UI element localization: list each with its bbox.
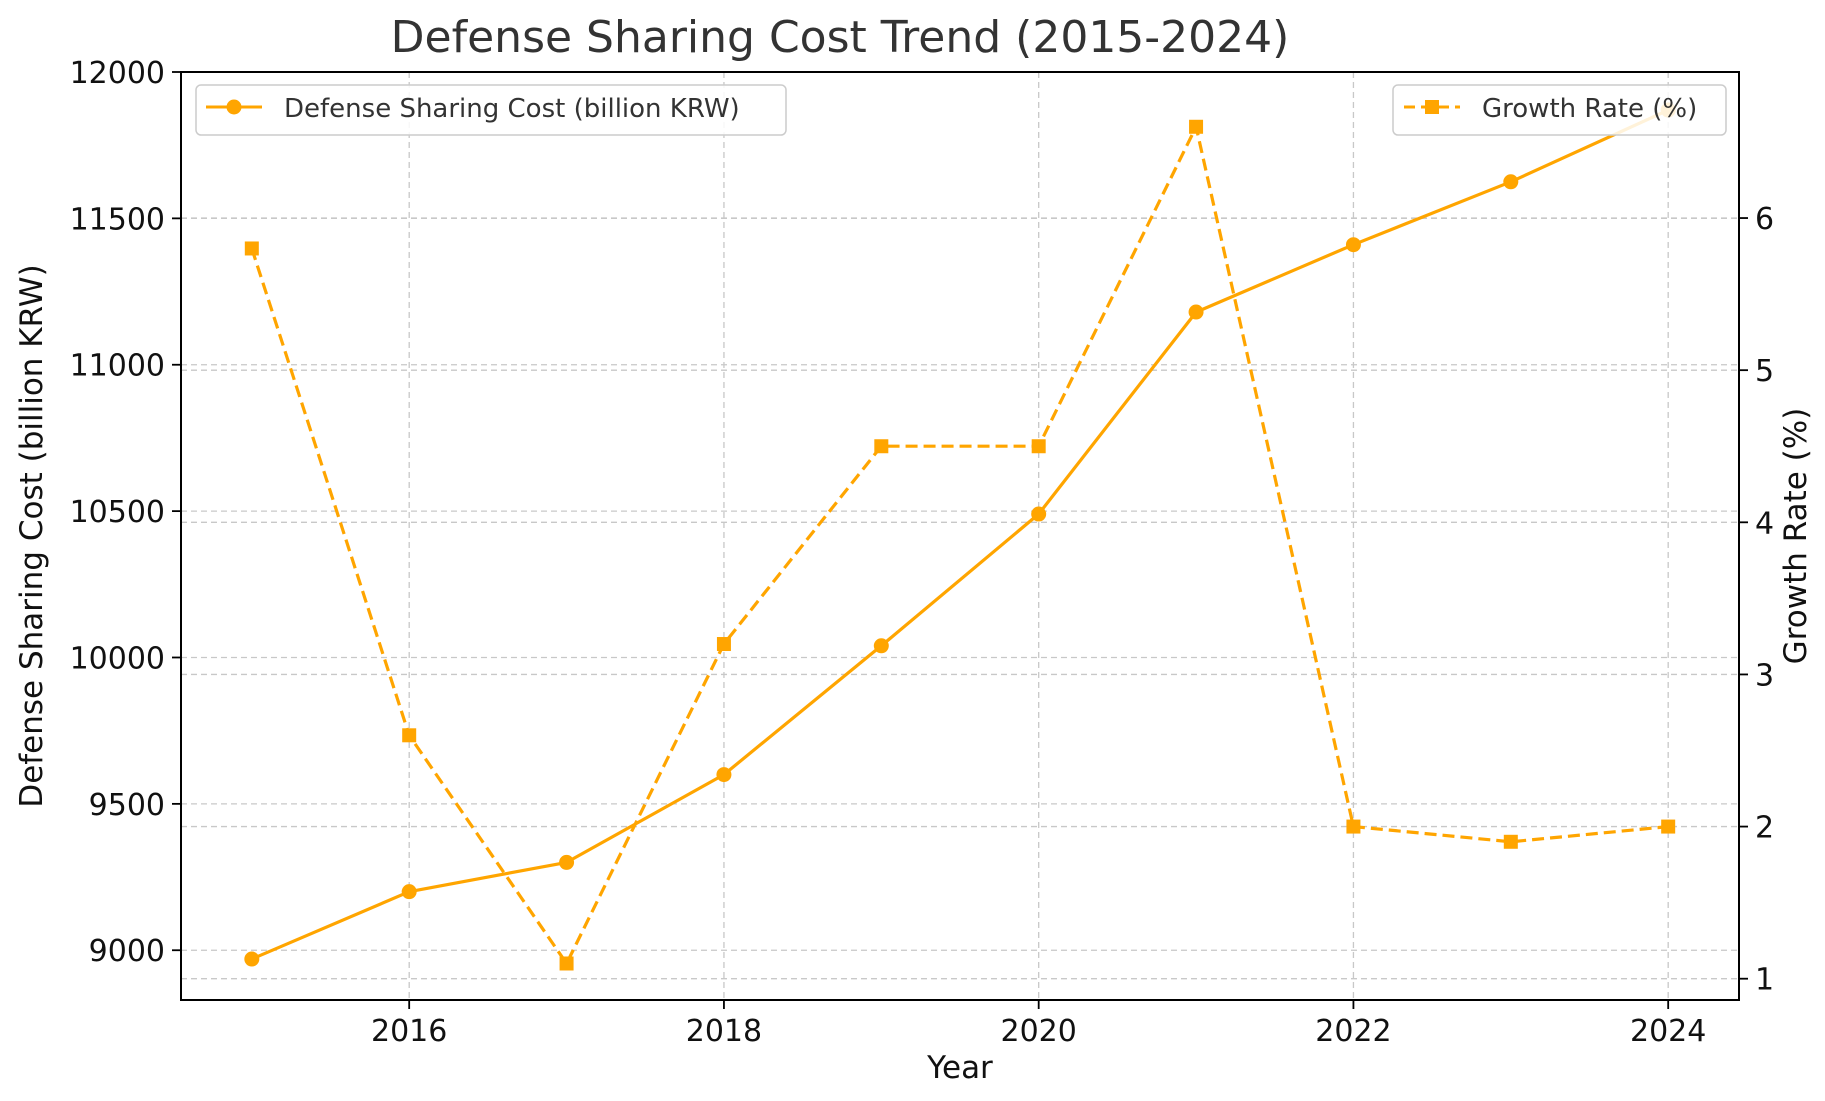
y-tick-label: 11500 [70, 202, 165, 237]
cost-point [873, 638, 889, 654]
growth-rate-point [1189, 119, 1204, 134]
cost-point [716, 767, 732, 783]
x-tick-label: 2020 [1001, 1014, 1077, 1049]
legend-growth-label: Growth Rate (%) [1482, 94, 1697, 124]
cost-point [1031, 506, 1047, 522]
grid-lines [181, 71, 1739, 1000]
growth-rate-point [1661, 819, 1676, 834]
plot-frame [180, 71, 1740, 1001]
x-tick-label: 2022 [1315, 1014, 1391, 1049]
x-tick-label: 2024 [1630, 1014, 1706, 1049]
x-axis-label: Year [926, 1050, 993, 1086]
growth-rate-point [559, 956, 574, 971]
y-tick-label: 10000 [70, 641, 165, 676]
cost-point [1503, 174, 1519, 190]
x-tick-label: 2018 [686, 1014, 762, 1049]
y2-axis-label: Growth Rate (%) [1778, 408, 1814, 665]
cost-point [1188, 304, 1204, 320]
y2-tick-label: 1 [1755, 963, 1774, 998]
chart-title: Defense Sharing Cost Trend (2015-2024) [391, 12, 1290, 63]
y-tick-label: 12000 [70, 56, 165, 91]
cost-point [1345, 237, 1361, 253]
y-tick-label: 9500 [89, 788, 165, 823]
legend-cost-label: Defense Sharing Cost (billion KRW) [284, 94, 740, 124]
y2-tick-label: 6 [1755, 202, 1774, 237]
y-tick-label: 11000 [70, 349, 165, 384]
cost-point [244, 951, 260, 967]
growth-rate-point [244, 241, 259, 256]
y-axis-label: Defense Sharing Cost (billion KRW) [14, 264, 50, 807]
growth-rate-point [716, 637, 731, 652]
cost-point [559, 854, 575, 870]
cost-point [401, 884, 417, 900]
legend-growth: Growth Rate (%) [1392, 84, 1727, 136]
legend-growth-box [1392, 84, 1727, 136]
y-tick-label: 9000 [89, 934, 165, 969]
x-tick-label: 2016 [371, 1014, 447, 1049]
growth-rate-point [402, 728, 417, 743]
y2-tick-label: 5 [1755, 354, 1774, 389]
growth-rate-point [874, 439, 889, 454]
plot-series [244, 102, 1676, 971]
growth-series-line [250, 125, 1669, 966]
cost-series-line [251, 108, 1669, 961]
y2-tick-label: 3 [1755, 658, 1774, 693]
legend-cost-marker [226, 99, 242, 115]
growth-rate-point [1346, 819, 1361, 834]
y-tick-label: 10500 [70, 495, 165, 530]
legend-cost: Defense Sharing Cost (billion KRW) [195, 84, 787, 136]
axes: 2016 2018 2020 2022 202490009500100001050011… [70, 56, 1775, 1049]
growth-rate-point [1031, 439, 1046, 454]
legend-cost-box [195, 84, 787, 136]
y2-tick-label: 2 [1755, 811, 1774, 846]
y2-tick-label: 4 [1755, 506, 1774, 541]
growth-rate-point [1503, 834, 1518, 849]
legend-growth-marker [1425, 100, 1439, 114]
